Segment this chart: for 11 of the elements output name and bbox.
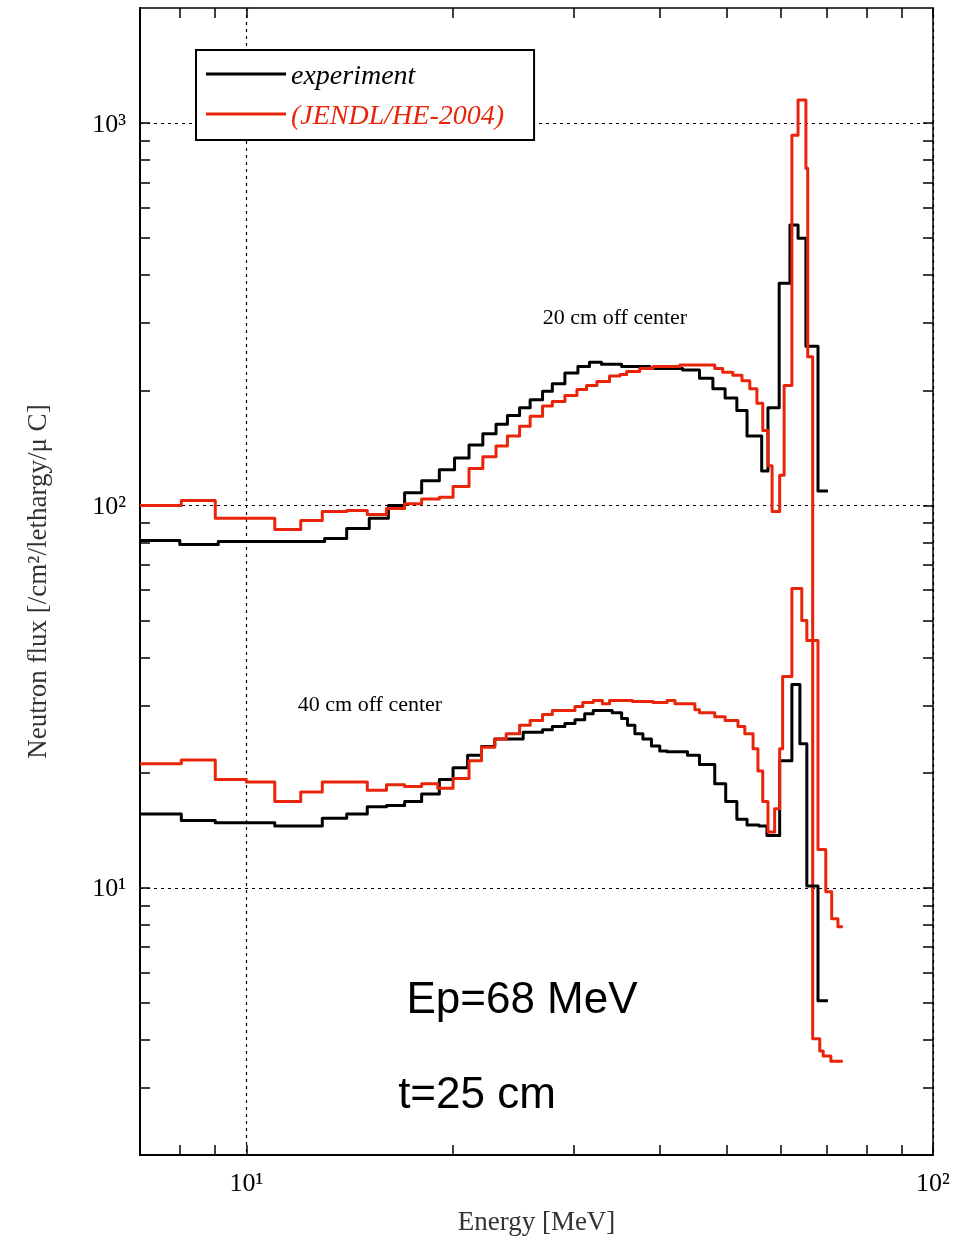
legend-label: experiment [291,58,417,90]
annotation: t=25 cm [398,1067,556,1117]
annotation: 40 cm off center [297,690,443,716]
x-axis-title: Energy [MeV] [457,1205,616,1236]
y-tick-label: 10² [92,490,127,520]
annotation: Ep=68 MeV [406,972,639,1022]
y-tick-label: 10¹ [92,873,126,903]
y-tick-label: 10³ [92,108,127,138]
y-axis-title: Neutron flux [/cm²/lethargy/μ C] [21,404,52,759]
annotation: 20 cm off center [542,303,688,329]
legend-label: (JENDL/HE-2004) [291,98,505,130]
